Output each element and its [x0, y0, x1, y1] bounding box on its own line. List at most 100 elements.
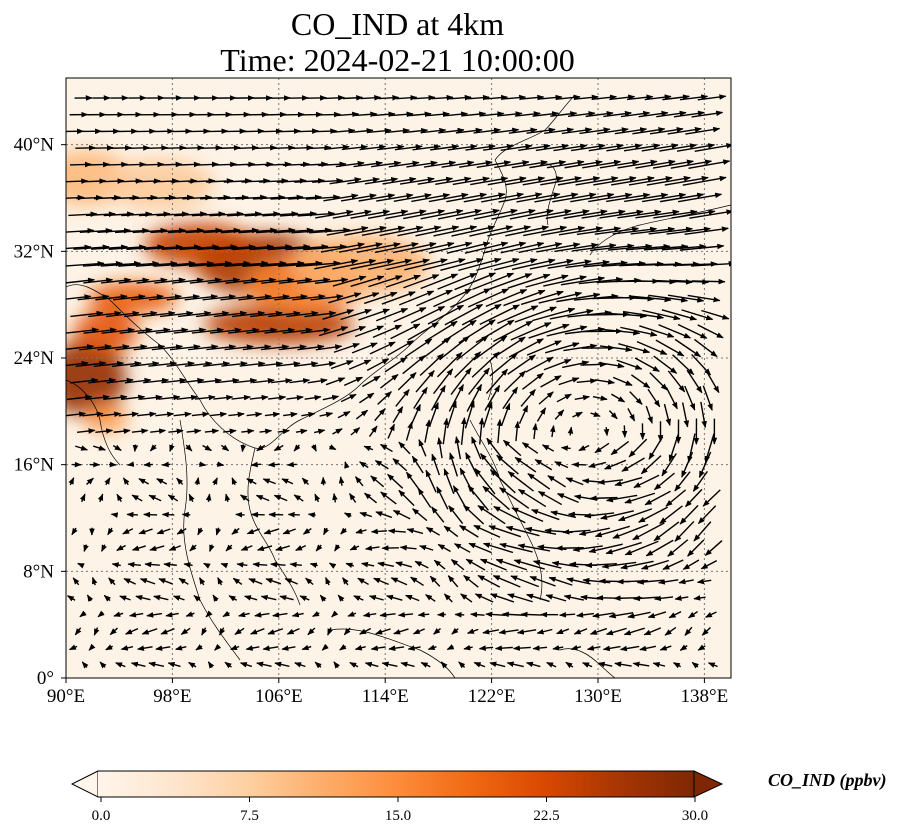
- wind-arrow: [66, 344, 95, 350]
- borneo-coast: [329, 628, 456, 678]
- wind-arrow: [407, 645, 421, 651]
- wind-arrow: [379, 612, 396, 618]
- wind-arrow: [500, 143, 533, 151]
- wind-arrow: [331, 128, 356, 134]
- wind-arrow: [241, 428, 255, 435]
- wind-arrow: [355, 528, 367, 534]
- wind-arrow: [66, 244, 92, 251]
- wind-arrow: [186, 428, 202, 435]
- wind-arrow: [379, 443, 393, 453]
- wind-arrow: [405, 594, 420, 602]
- wind-arrow: [250, 628, 265, 635]
- wind-arrow: [448, 383, 464, 412]
- wind-arrow: [302, 527, 312, 535]
- wind-arrow: [97, 493, 104, 503]
- wind-arrow: [514, 306, 557, 323]
- wind-arrow: [512, 645, 531, 651]
- wind-arrow: [603, 427, 610, 437]
- wind-arrow: [343, 627, 351, 636]
- wind-arrow: [66, 294, 92, 300]
- wind-arrow: [545, 209, 590, 220]
- wind-arrow: [228, 595, 238, 602]
- wind-arrow: [215, 527, 222, 536]
- wind-arrow: [336, 326, 367, 337]
- wind-arrow: [431, 506, 445, 523]
- wind-arrow: [220, 227, 260, 234]
- wind-arrow: [173, 411, 192, 418]
- wind-arrow: [438, 127, 465, 134]
- wind-arrow: [301, 477, 309, 485]
- wind-arrow: [324, 144, 350, 151]
- wind-arrow: [135, 178, 161, 184]
- wind-arrow: [148, 361, 178, 367]
- wind-arrow: [289, 378, 311, 384]
- wind-arrow: [81, 661, 89, 669]
- wind-arrow: [601, 328, 641, 336]
- wind-arrow: [446, 644, 455, 651]
- wind-arrow: [113, 428, 131, 434]
- wind-arrow: [196, 244, 238, 251]
- wind-arrow: [121, 394, 146, 401]
- wind-arrow: [264, 327, 296, 334]
- wind-arrow: [212, 594, 219, 602]
- wind-arrow: [143, 244, 183, 251]
- wind-arrow: [66, 227, 95, 234]
- wind-arrow: [552, 645, 564, 651]
- wind-arrow: [107, 527, 114, 536]
- wind-arrow: [489, 593, 515, 603]
- wind-arrow: [350, 427, 361, 436]
- wind-arrow: [328, 444, 337, 451]
- wind-arrow: [213, 310, 248, 318]
- wind-arrow: [523, 225, 568, 237]
- wind-arrow: [424, 320, 458, 342]
- wind-arrow: [485, 288, 528, 308]
- wind-arrow: [239, 662, 253, 668]
- wind-arrow: [93, 445, 106, 451]
- wind-arrow: [79, 344, 112, 351]
- wind-arrow: [244, 211, 281, 217]
- wind-arrow: [217, 194, 249, 201]
- wind-arrow: [612, 376, 633, 386]
- wind-arrow: [417, 487, 432, 508]
- wind-arrow: [323, 193, 359, 202]
- wind-arrow: [328, 562, 337, 569]
- wind-arrow: [304, 394, 322, 401]
- wind-arrow: [238, 227, 278, 234]
- wind-arrow: [163, 561, 177, 568]
- wind-arrow: [86, 594, 94, 602]
- wind-arrow: [364, 661, 379, 668]
- wind-arrow: [392, 458, 408, 472]
- wind-arrow: [311, 178, 344, 184]
- wind-arrow: [111, 562, 121, 568]
- colorbar-extend-max: [693, 770, 724, 798]
- wind-arrow: [77, 428, 96, 434]
- wind-arrow: [148, 494, 162, 502]
- wind-arrow: [139, 578, 156, 585]
- wind-arrow: [332, 209, 372, 219]
- wind-arrow: [548, 576, 573, 586]
- wind-arrow: [167, 227, 205, 234]
- wind-arrow: [201, 627, 208, 636]
- wind-arrow: [593, 176, 637, 186]
- wind-arrow: [397, 611, 414, 618]
- wind-arrow: [429, 575, 441, 587]
- wind-arrow: [404, 258, 448, 271]
- wind-arrow: [91, 244, 129, 251]
- wind-arrow: [99, 661, 107, 669]
- wind-arrow: [535, 143, 570, 152]
- wind-arrow: [309, 562, 318, 569]
- wind-arrow: [482, 241, 527, 254]
- wind-arrow: [174, 211, 208, 217]
- wind-arrow: [451, 627, 459, 635]
- wind-arrow: [652, 662, 666, 668]
- wind-arrow: [350, 258, 395, 270]
- wind-arrow: [268, 394, 287, 401]
- wind-arrow: [344, 461, 350, 469]
- wind-arrow: [177, 310, 212, 318]
- wind-arrow: [364, 545, 380, 551]
- lon-tick-label: 98°E: [153, 686, 191, 707]
- wind-arrow: [549, 424, 556, 438]
- wind-arrow: [620, 110, 651, 118]
- wind-arrow: [546, 661, 557, 668]
- wind-arrow: [476, 160, 512, 169]
